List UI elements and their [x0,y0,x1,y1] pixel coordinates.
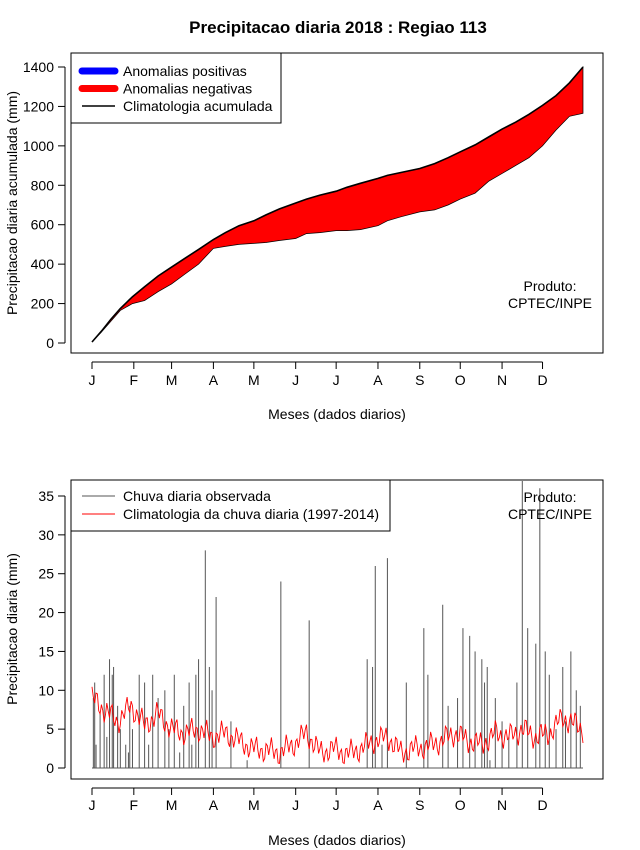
x-tick-label-top: J [333,372,340,388]
y-axis-label-bottom: Precipitacao diaria (mm) [4,553,20,705]
x-tick-label-top: D [537,372,547,388]
x-tick-label-top: J [292,372,299,388]
daily-climatology-line [91,686,584,765]
y-tick-label-top: 1000 [23,138,54,154]
climatology-line [91,66,584,343]
y-tick-label-top: 600 [31,217,55,233]
x-tick-label-bottom: J [292,797,299,813]
y-tick-label-bottom: 35 [38,488,54,504]
legend-label-top: Climatologia acumulada [123,98,273,114]
x-tick-label-bottom: J [333,797,340,813]
x-tick-label-bottom: D [537,797,547,813]
y-tick-label-top: 1200 [23,98,54,114]
x-tick-label-bottom: F [130,797,139,813]
product-label-bottom: Produto: [524,489,577,505]
x-tick-label-bottom: A [373,797,383,813]
y-tick-label-top: 1400 [23,59,54,75]
y-tick-label-bottom: 30 [38,527,54,543]
y-tick-label-top: 400 [31,256,55,272]
product-source-top: CPTEC/INPE [508,295,592,311]
x-tick-label-bottom: M [166,797,178,813]
x-tick-label-top: F [130,372,139,388]
x-tick-label-top: M [248,372,260,388]
legend-label-bottom: Climatologia da chuva diaria (1997-2014) [123,506,379,522]
legend-label-bottom: Chuva diaria observada [123,488,271,504]
y-tick-label-bottom: 15 [38,643,54,659]
product-source-bottom: CPTEC/INPE [508,506,592,522]
chart-title: Precipitacao diaria 2018 : Regiao 113 [189,18,487,37]
y-tick-label-top: 800 [31,177,55,193]
x-tick-label-bottom: S [415,797,424,813]
x-tick-label-bottom: A [209,797,219,813]
legend-label-top: Anomalias negativas [123,81,252,97]
x-axis-label-bottom: Meses (dados diarios) [268,832,406,848]
y-tick-label-bottom: 10 [38,682,54,698]
legend-label-top: Anomalias positivas [123,63,247,79]
x-tick-label-bottom: J [89,797,96,813]
y-tick-label-bottom: 20 [38,605,54,621]
y-tick-label-bottom: 0 [46,760,54,776]
x-tick-label-bottom: M [248,797,260,813]
x-tick-label-top: A [209,372,219,388]
y-tick-label-top: 0 [46,335,54,351]
x-tick-label-top: M [166,372,178,388]
plot-frame-top [70,52,604,354]
x-tick-label-top: S [415,372,424,388]
legend-box-bottom [70,479,391,532]
x-axis-label-top: Meses (dados diarios) [268,406,406,422]
x-tick-label-bottom: N [497,797,507,813]
y-tick-label-top: 200 [31,296,55,312]
product-label-top: Produto: [524,278,577,294]
x-tick-label-bottom: O [455,797,466,813]
x-tick-label-top: A [373,372,383,388]
y-tick-label-bottom: 5 [46,721,54,737]
y-axis-label-top: Precipitacao diaria acumulada (mm) [4,91,20,315]
x-tick-label-top: J [89,372,96,388]
y-tick-label-bottom: 25 [38,566,54,582]
x-tick-label-top: N [497,372,507,388]
x-tick-label-top: O [455,372,466,388]
